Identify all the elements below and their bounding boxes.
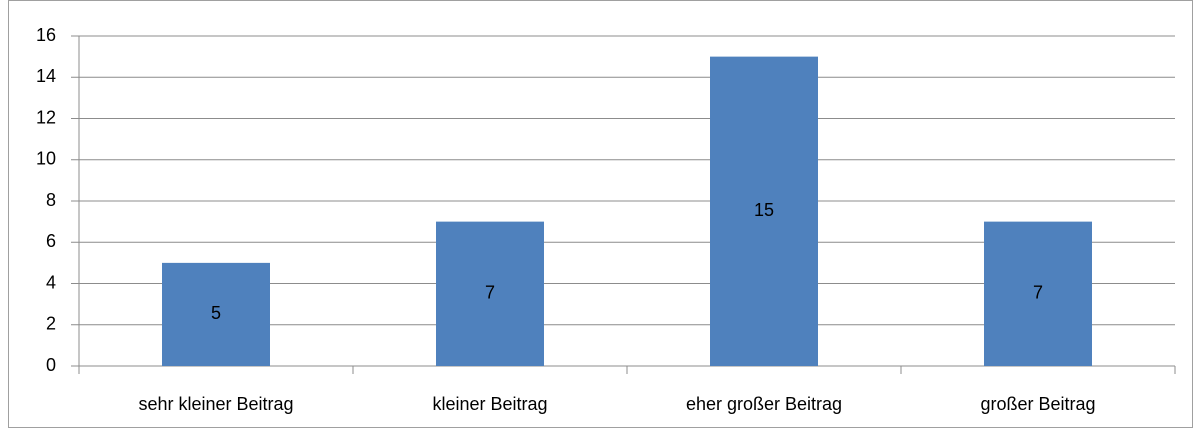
bar	[436, 221, 544, 366]
data-label: 15	[754, 200, 774, 220]
y-tick-label: 4	[46, 272, 56, 292]
x-tick-label: sehr kleiner Beitrag	[138, 394, 293, 414]
y-tick-label: 6	[46, 231, 56, 251]
data-label: 7	[485, 283, 495, 303]
data-label: 5	[211, 303, 221, 323]
x-tick-label: kleiner Beitrag	[432, 394, 547, 414]
y-tick-label: 12	[36, 107, 56, 127]
y-tick-label: 16	[36, 25, 56, 45]
y-tick-label: 10	[36, 149, 56, 169]
x-tick-label: großer Beitrag	[980, 394, 1095, 414]
bar	[710, 56, 818, 366]
bar	[162, 262, 270, 366]
x-tick-label: eher großer Beitrag	[686, 394, 842, 414]
y-tick-label: 0	[46, 355, 56, 375]
bar	[984, 221, 1092, 366]
y-tick-label: 8	[46, 190, 56, 210]
y-tick-label: 14	[36, 66, 56, 86]
y-tick-label: 2	[46, 314, 56, 334]
data-label: 7	[1033, 283, 1043, 303]
